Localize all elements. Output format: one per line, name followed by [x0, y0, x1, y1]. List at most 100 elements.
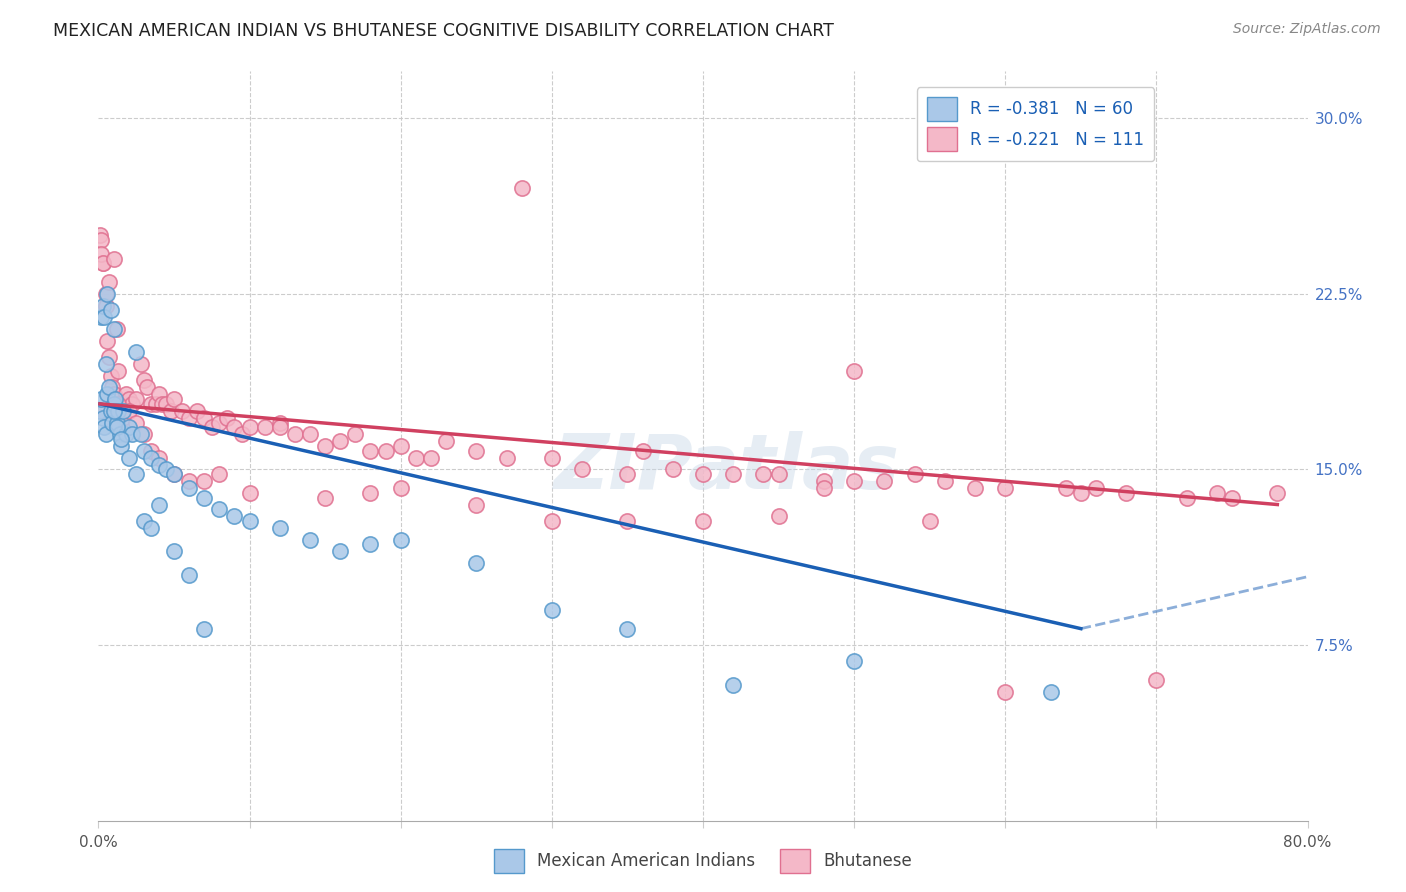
Point: [94, 357, 117, 371]
Point: [844, 655, 866, 669]
Point: [132, 427, 155, 442]
Point: [111, 404, 134, 418]
Point: [208, 467, 231, 482]
Legend: R = -0.381   N = 60, R = -0.221   N = 111: R = -0.381 N = 60, R = -0.221 N = 111: [917, 87, 1154, 161]
Point: [329, 544, 352, 558]
Point: [94, 286, 117, 301]
Point: [360, 485, 382, 500]
Point: [844, 474, 866, 488]
Point: [101, 380, 124, 394]
Point: [616, 467, 638, 482]
Point: [135, 380, 157, 394]
Point: [193, 474, 215, 488]
Point: [105, 416, 128, 430]
Point: [105, 420, 128, 434]
Point: [148, 387, 170, 401]
Point: [103, 322, 125, 336]
Point: [253, 420, 276, 434]
Point: [98, 350, 121, 364]
Point: [91, 411, 114, 425]
Point: [90, 233, 112, 247]
Point: [93, 310, 115, 325]
Point: [107, 397, 129, 411]
Point: [103, 397, 125, 411]
Point: [96, 387, 118, 401]
Point: [201, 420, 224, 434]
Text: MEXICAN AMERICAN INDIAN VS BHUTANESE COGNITIVE DISABILITY CORRELATION CHART: MEXICAN AMERICAN INDIAN VS BHUTANESE COG…: [53, 22, 834, 40]
Point: [224, 509, 246, 524]
Point: [108, 404, 131, 418]
Point: [208, 502, 231, 516]
Point: [269, 521, 291, 535]
Point: [329, 434, 352, 449]
Point: [91, 298, 114, 313]
Point: [465, 443, 488, 458]
Point: [91, 256, 114, 270]
Point: [89, 228, 111, 243]
Point: [98, 275, 121, 289]
Point: [1267, 485, 1289, 500]
Point: [1144, 673, 1167, 688]
Point: [107, 364, 129, 378]
Point: [141, 450, 163, 465]
Point: [540, 514, 562, 528]
Point: [723, 467, 745, 482]
Point: [103, 387, 125, 401]
Point: [160, 404, 183, 418]
Point: [148, 450, 170, 465]
Point: [179, 474, 201, 488]
Point: [129, 427, 152, 442]
Point: [96, 334, 118, 348]
Point: [299, 533, 322, 547]
Point: [269, 420, 291, 434]
Point: [129, 357, 152, 371]
Point: [465, 556, 488, 570]
Point: [148, 498, 170, 512]
Point: [94, 298, 117, 313]
Point: [540, 603, 562, 617]
Point: [155, 397, 177, 411]
Point: [239, 420, 262, 434]
Point: [193, 491, 215, 505]
Point: [114, 387, 136, 401]
Point: [104, 392, 127, 407]
Point: [208, 416, 231, 430]
Point: [121, 427, 143, 442]
Point: [360, 443, 382, 458]
Point: [118, 404, 141, 418]
Point: [1175, 491, 1198, 505]
Point: [994, 481, 1017, 495]
Point: [389, 439, 412, 453]
Point: [118, 392, 141, 407]
Point: [813, 474, 835, 488]
Point: [1054, 481, 1077, 495]
Point: [105, 322, 128, 336]
Point: [170, 404, 193, 418]
Point: [1070, 485, 1092, 500]
Point: [918, 514, 941, 528]
Point: [299, 427, 322, 442]
Point: [103, 252, 125, 266]
Point: [125, 345, 148, 359]
Point: [239, 514, 262, 528]
Point: [121, 397, 143, 411]
Point: [661, 462, 683, 476]
Point: [344, 427, 367, 442]
Point: [179, 411, 201, 425]
Point: [145, 397, 167, 411]
Point: [98, 380, 121, 394]
Point: [692, 514, 714, 528]
Point: [150, 397, 173, 411]
Point: [1039, 685, 1062, 699]
Point: [132, 374, 155, 388]
Point: [108, 427, 131, 442]
Point: [752, 467, 775, 482]
Point: [125, 467, 148, 482]
Point: [389, 533, 412, 547]
Point: [114, 427, 136, 442]
Point: [163, 467, 186, 482]
Point: [104, 392, 127, 407]
Point: [90, 247, 112, 261]
Point: [91, 256, 114, 270]
Text: Source: ZipAtlas.com: Source: ZipAtlas.com: [1233, 22, 1381, 37]
